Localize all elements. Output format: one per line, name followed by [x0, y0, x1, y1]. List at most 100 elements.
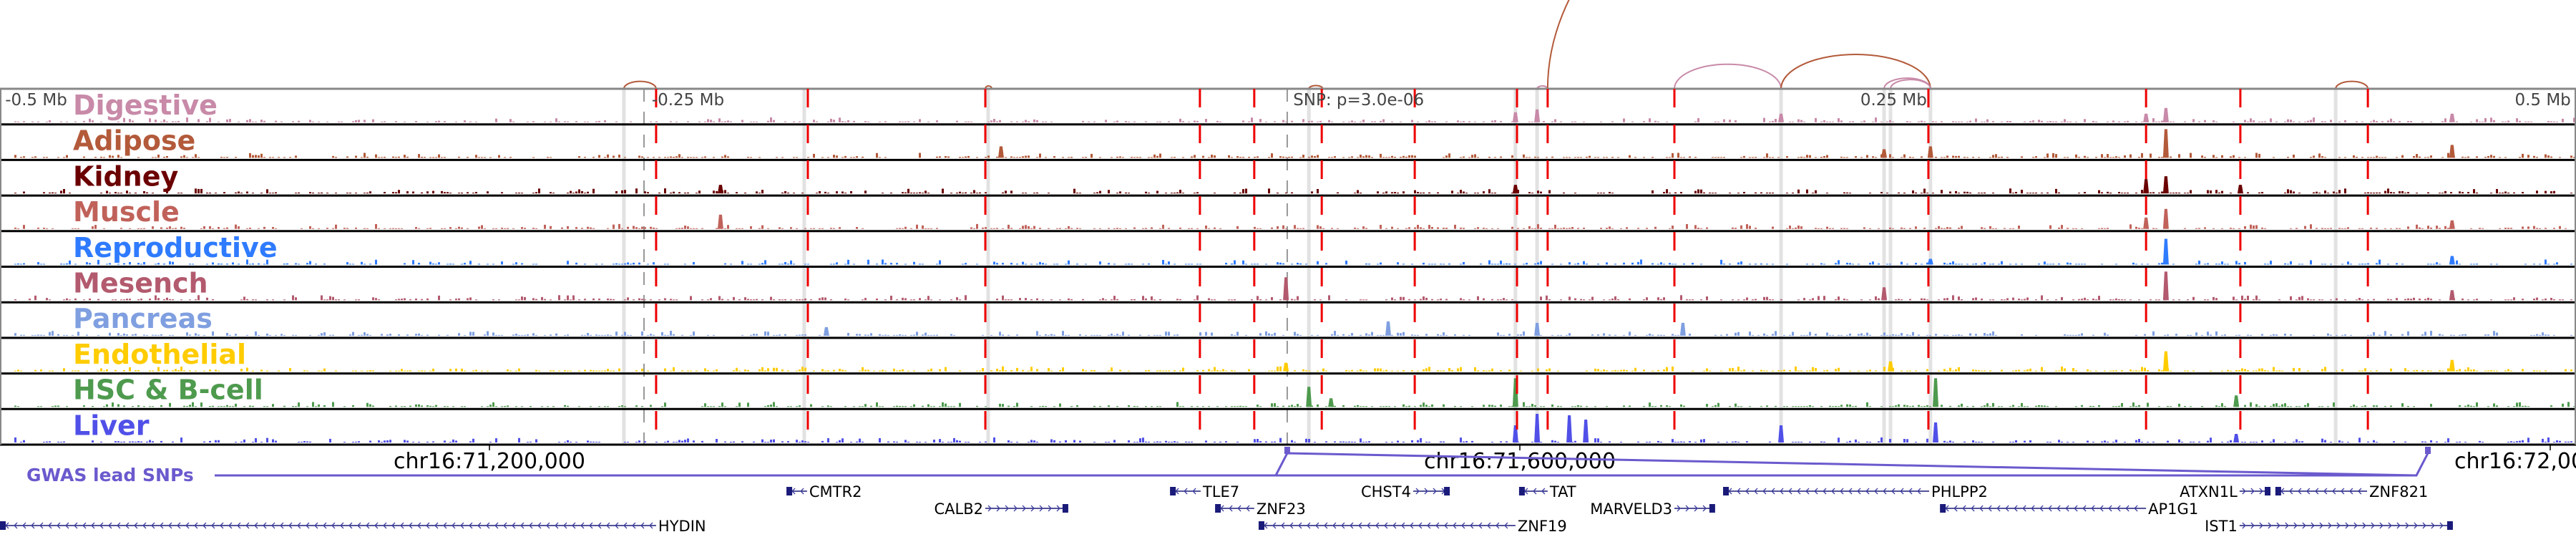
gene-label: CHST4 — [1361, 483, 1411, 500]
signal-peak — [2143, 217, 2150, 229]
signal-background — [14, 259, 2572, 265]
track-label: Mesench — [73, 268, 208, 299]
signal-peak — [1881, 149, 1888, 158]
signal-peak — [823, 326, 829, 336]
signal-peak — [1933, 422, 1939, 442]
signal-peak — [1534, 109, 1541, 122]
coordinate-label: chr16:72,000,000 — [2454, 449, 2576, 474]
signal-peak — [2162, 176, 2169, 194]
gene-exon — [1062, 504, 1068, 513]
signal-peak — [1534, 414, 1541, 442]
signal-peak — [997, 146, 1004, 158]
signal-peak — [1283, 362, 1289, 372]
gene-cmtr2: CMTR2 — [786, 483, 862, 500]
signal-peak — [2449, 145, 2455, 158]
signal-background — [14, 188, 2572, 194]
gene-label: ZNF19 — [1518, 518, 1567, 535]
signal-peak — [2162, 238, 2169, 265]
track-label: Digestive — [73, 90, 218, 121]
gene-label: CMTR2 — [809, 483, 862, 500]
ruler-label: 0.5 Mb — [2514, 91, 2570, 110]
signal-peak — [1328, 398, 1335, 407]
strand-arrows — [2242, 522, 2444, 529]
signal-peak — [1512, 112, 1518, 122]
gene-calb2: CALB2 — [935, 500, 1068, 518]
signal-peak — [1927, 146, 1933, 158]
signal-peak — [2143, 113, 2150, 122]
signal-background — [14, 153, 2575, 158]
track-pancreas: Pancreas — [0, 303, 2576, 339]
loop-arc — [623, 80, 657, 90]
gene-atxn1l: ATXN1L — [2180, 483, 2271, 500]
ruler-label: SNP: p=3.0e-06 — [1293, 91, 1424, 110]
gene-ist1: IST1 — [2205, 518, 2453, 535]
gene-exon — [786, 487, 793, 495]
ruler-label: -0.5 Mb — [5, 91, 67, 110]
signal-peak — [1778, 425, 1785, 442]
gene-exon — [1170, 487, 1176, 495]
signal-peak — [2162, 129, 2169, 158]
gene-exon — [1258, 521, 1264, 530]
gene-znf23: ZNF23 — [1215, 500, 1306, 518]
gene-exon — [2446, 521, 2453, 530]
track-label: Pancreas — [73, 303, 213, 334]
signal-peak — [2449, 290, 2455, 301]
signal-peak — [717, 214, 723, 229]
signal-peak — [1927, 258, 1933, 265]
track-reproductive: Reproductive — [0, 232, 2576, 268]
signal-peak — [2233, 434, 2240, 442]
gene-label: IST1 — [2205, 518, 2238, 535]
signal-peak — [1534, 322, 1541, 336]
track-kidney: Kidney — [0, 160, 2576, 197]
gene-exon — [1723, 487, 1729, 495]
track-label: Kidney — [73, 160, 178, 192]
gene-exon — [1518, 487, 1525, 495]
gene-label: CALB2 — [935, 500, 984, 518]
signal-peak — [2449, 359, 2455, 372]
gene-exon — [2265, 487, 2271, 495]
signal-peak — [1583, 420, 1589, 442]
track-digestive: Digestive — [0, 90, 2576, 126]
loop-arc — [1674, 63, 1782, 90]
signal-background — [14, 366, 2572, 372]
signal-peak — [2449, 256, 2455, 265]
gene-tat: TAT — [1518, 483, 1576, 500]
signal-peak — [2237, 185, 2243, 194]
signal-peak — [717, 185, 723, 194]
signal-background — [14, 295, 2572, 301]
signal-background — [14, 437, 2572, 442]
gene-label: AP1G1 — [2148, 500, 2198, 518]
signal-peak — [2162, 208, 2169, 229]
gene-znf821: ZNF821 — [2275, 483, 2428, 500]
gwas-link-line — [1275, 453, 2429, 477]
gene-label: ZNF821 — [2369, 483, 2428, 500]
signal-peak — [1933, 378, 1939, 407]
gene-exon — [0, 521, 6, 530]
gene-label: MARVELD3 — [1590, 500, 1672, 518]
signal-peak — [2143, 179, 2150, 194]
signal-peak — [1566, 415, 1573, 442]
signal-peak — [2449, 220, 2455, 229]
gene-label: TLE7 — [1202, 483, 1239, 500]
loop-arc — [1780, 54, 1931, 90]
gene-exon — [1215, 504, 1221, 513]
gwas-track-label: GWAS lead SNPs — [26, 465, 194, 485]
track-adipose: Adipose — [0, 125, 2576, 161]
signal-peak — [1888, 361, 1894, 372]
gene-label: TAT — [1549, 483, 1576, 500]
gene-phlpp2: PHLPP2 — [1723, 483, 1988, 500]
gene-hydin: HYDIN — [0, 518, 706, 535]
signal-peak — [2233, 395, 2240, 407]
strand-arrows — [2242, 488, 2263, 495]
track-hsc-b-cell: HSC & B-cell — [0, 374, 2576, 410]
signal-peak — [1385, 321, 1392, 336]
ruler-label: -0.25 Mb — [652, 91, 724, 110]
track-label: Muscle — [73, 196, 180, 228]
gene-exon — [2275, 487, 2281, 495]
gene-exon — [1709, 504, 1715, 513]
signal-peak — [1283, 277, 1289, 301]
gene-znf19: ZNF19 — [1258, 518, 1567, 535]
loop-arc — [1546, 0, 1570, 90]
